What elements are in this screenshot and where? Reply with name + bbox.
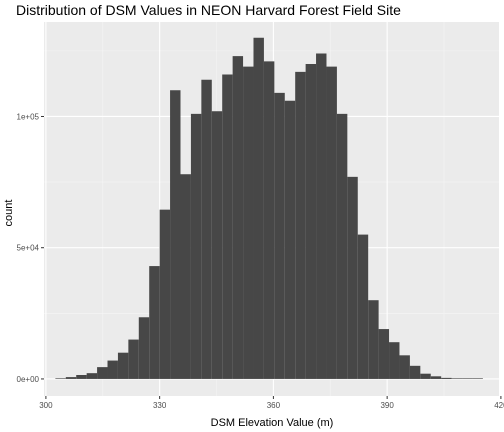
x-tick-label: 420 [494,401,504,410]
histogram-bar [117,352,129,379]
y-tick-label: 5e+04 [17,244,40,253]
histogram-bar [274,92,285,379]
histogram-bar [295,71,306,379]
histogram-bar [76,375,87,379]
histogram-bar [65,377,77,379]
histogram-bar [232,56,244,379]
histogram-bar [253,37,264,379]
histogram-bar [107,360,118,379]
histogram-bar [347,176,358,379]
histogram-bar [263,61,275,379]
chart-title: Distribution of DSM Values in NEON Harva… [16,2,401,18]
axes: 300 330 360 390 420 0e+00 5e+04 1e+05 [17,112,504,410]
x-tick-label: 390 [380,401,394,410]
histogram-bar [336,113,348,379]
histogram-bar [97,367,108,379]
histogram-bar [138,317,150,379]
histogram-bar [190,113,202,379]
y-tick-label: 0e+00 [17,375,40,384]
histogram-bar [305,63,317,379]
histogram-bar [441,377,452,379]
x-tick-label: 300 [39,401,53,410]
x-axis-label: DSM Elevation Value (m) [211,417,334,429]
histogram-bar [149,266,160,379]
histogram-bar [159,209,171,379]
histogram-bar [378,329,390,379]
histogram-bar [326,66,337,379]
histogram-bar [170,90,181,379]
x-tick-label: 360 [267,401,281,410]
histogram-bar [180,174,191,379]
histogram-bar [284,100,296,379]
histogram-bars [55,37,483,379]
histogram-bar [399,355,410,379]
histogram-bar [86,373,98,379]
histogram-bar [201,79,212,379]
histogram-bar [420,373,431,379]
x-tick-label: 330 [153,401,167,410]
histogram-bar [472,378,483,379]
histogram-bar [55,378,66,379]
histogram-bar [409,365,421,379]
histogram-bar [357,234,369,379]
histogram-bar [128,339,139,379]
histogram-bar [316,53,327,379]
histogram-bar [368,300,379,379]
histogram-bar [430,376,442,379]
y-tick-label: 1e+05 [17,112,40,121]
histogram-bar [243,66,254,379]
histogram-bar [462,378,473,379]
y-axis-label: count [3,200,15,227]
histogram-bar [222,74,233,379]
histogram-bar [451,378,463,379]
histogram-bar [211,111,223,379]
histogram-bar [389,342,400,379]
